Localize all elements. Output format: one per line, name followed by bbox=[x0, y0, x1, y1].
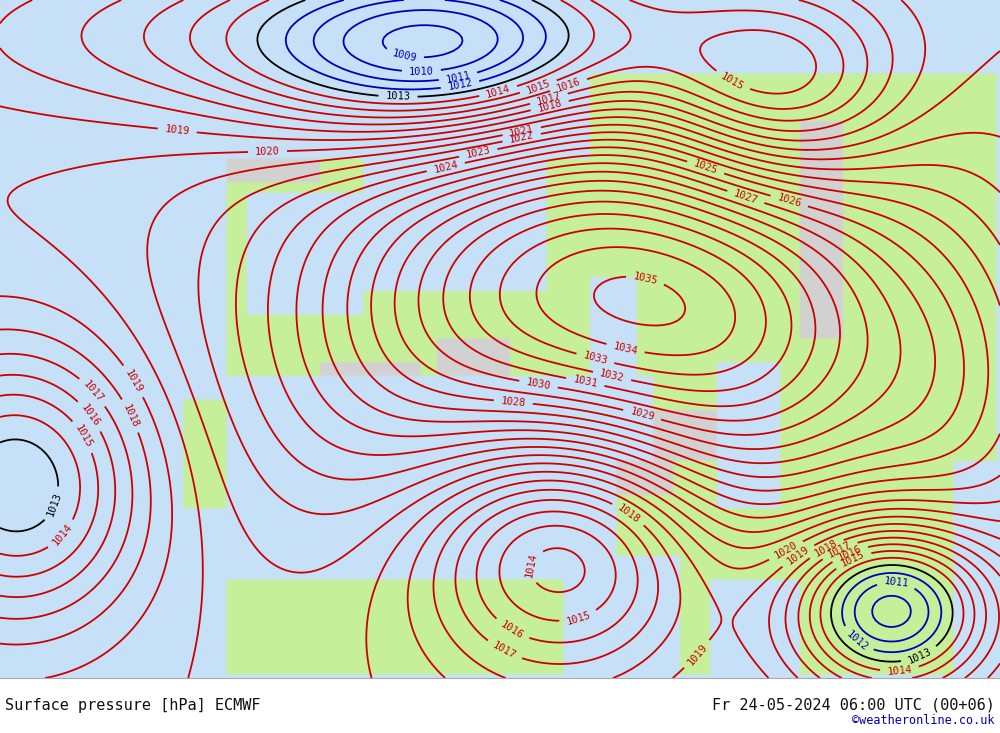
Text: 1018: 1018 bbox=[536, 97, 563, 114]
Text: 1012: 1012 bbox=[844, 629, 869, 652]
Text: 1018: 1018 bbox=[616, 502, 642, 525]
Text: 1031: 1031 bbox=[572, 375, 599, 389]
Text: 1016: 1016 bbox=[79, 402, 102, 429]
Text: 1023: 1023 bbox=[465, 145, 492, 161]
Text: Surface pressure [hPa] ECMWF: Surface pressure [hPa] ECMWF bbox=[5, 698, 260, 712]
Text: 1026: 1026 bbox=[776, 193, 803, 210]
Text: 1015: 1015 bbox=[719, 70, 746, 92]
Text: 1013: 1013 bbox=[385, 92, 411, 102]
Text: 1010: 1010 bbox=[409, 66, 434, 77]
Text: 1014: 1014 bbox=[51, 522, 74, 548]
Text: 1015: 1015 bbox=[525, 78, 552, 96]
Text: 1029: 1029 bbox=[629, 407, 656, 423]
Text: 1011: 1011 bbox=[445, 70, 471, 84]
Text: 1024: 1024 bbox=[432, 159, 459, 174]
Text: 1035: 1035 bbox=[632, 271, 659, 286]
Text: Fr 24-05-2024 06:00 UTC (00+06): Fr 24-05-2024 06:00 UTC (00+06) bbox=[712, 698, 995, 712]
Text: 1017: 1017 bbox=[826, 539, 853, 560]
Text: 1014: 1014 bbox=[887, 664, 913, 677]
Text: 1018: 1018 bbox=[813, 537, 839, 559]
Text: 1019: 1019 bbox=[123, 368, 144, 394]
Text: 1019: 1019 bbox=[164, 124, 190, 137]
Text: 1019: 1019 bbox=[785, 544, 811, 567]
Text: ©weatheronline.co.uk: ©weatheronline.co.uk bbox=[852, 714, 995, 727]
Text: 1016: 1016 bbox=[836, 543, 863, 563]
Text: 1017: 1017 bbox=[81, 379, 105, 405]
Text: 1034: 1034 bbox=[612, 341, 639, 356]
Text: 1017: 1017 bbox=[536, 90, 562, 107]
Text: 1032: 1032 bbox=[599, 369, 625, 384]
Text: 1016: 1016 bbox=[555, 76, 582, 94]
Text: 1020: 1020 bbox=[255, 146, 280, 157]
Text: 1022: 1022 bbox=[508, 130, 535, 145]
Text: 1019: 1019 bbox=[685, 641, 709, 667]
Text: 1015: 1015 bbox=[565, 610, 592, 627]
Text: 1011: 1011 bbox=[883, 576, 909, 589]
Text: 1013: 1013 bbox=[46, 491, 64, 517]
Text: 1013: 1013 bbox=[906, 647, 933, 666]
Text: 1009: 1009 bbox=[391, 48, 418, 64]
Text: 1027: 1027 bbox=[732, 188, 759, 206]
Text: 1030: 1030 bbox=[525, 377, 552, 391]
Text: 1018: 1018 bbox=[121, 402, 141, 429]
Text: 1015: 1015 bbox=[73, 423, 94, 450]
Text: 1020: 1020 bbox=[773, 540, 799, 561]
Text: 1014: 1014 bbox=[524, 553, 539, 579]
Text: 1015: 1015 bbox=[839, 549, 866, 569]
Text: 1016: 1016 bbox=[498, 619, 525, 641]
Text: 1021: 1021 bbox=[508, 124, 535, 139]
Text: 1033: 1033 bbox=[582, 350, 609, 366]
Text: 1014: 1014 bbox=[485, 84, 512, 100]
Text: 1028: 1028 bbox=[500, 396, 526, 408]
Text: 1012: 1012 bbox=[447, 78, 473, 92]
Text: 1025: 1025 bbox=[692, 159, 719, 177]
Text: 1017: 1017 bbox=[491, 641, 517, 661]
